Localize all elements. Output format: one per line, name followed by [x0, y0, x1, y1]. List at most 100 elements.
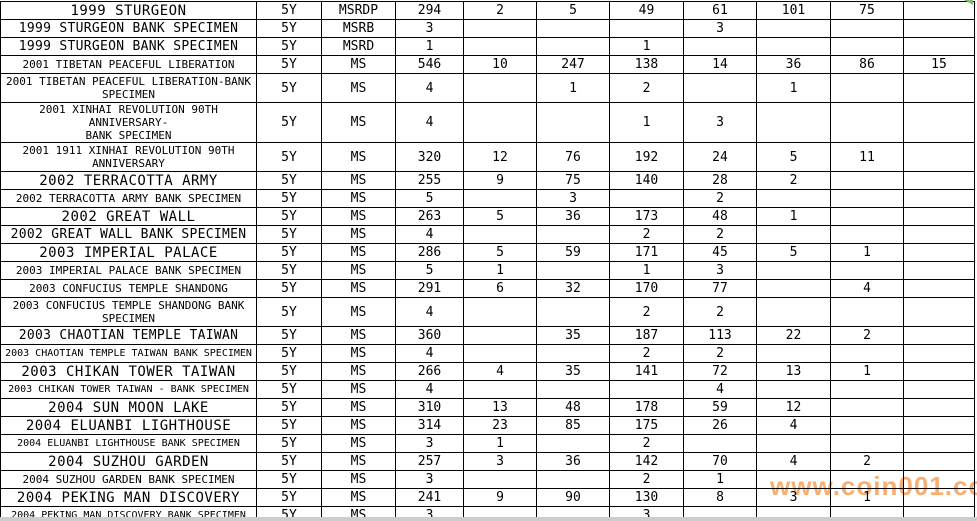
value-cell[interactable]: 546	[395, 55, 464, 74]
value-cell[interactable]	[756, 344, 831, 363]
value-cell[interactable]: 36	[536, 452, 610, 471]
value-cell[interactable]: 4	[395, 225, 464, 244]
denomination-cell[interactable]: 5Y	[256, 344, 322, 363]
coin-name-cell[interactable]: 2003 CHIKAN TOWER TAIWAN	[0, 362, 257, 381]
value-cell[interactable]: 24	[683, 142, 757, 172]
value-cell[interactable]: 26	[683, 416, 757, 435]
coin-name-cell[interactable]: 2004 SUZHOU GARDEN	[0, 452, 257, 471]
grade-prefix-cell[interactable]: MS	[321, 470, 396, 489]
value-cell[interactable]	[536, 434, 610, 453]
value-cell[interactable]: 1	[463, 434, 537, 453]
value-cell[interactable]: 5	[395, 261, 464, 280]
denomination-cell[interactable]: 5Y	[256, 73, 322, 103]
value-cell[interactable]: 130	[609, 488, 684, 507]
value-cell[interactable]: 9	[463, 488, 537, 507]
value-cell[interactable]	[903, 452, 975, 471]
value-cell[interactable]: 1	[536, 73, 610, 103]
coin-name-cell[interactable]: 2001 1911 XINHAI REVOLUTION 90TH ANNIVER…	[0, 142, 257, 172]
denomination-cell[interactable]: 5Y	[256, 171, 322, 190]
value-cell[interactable]	[830, 344, 904, 363]
grade-prefix-cell[interactable]: MS	[321, 207, 396, 226]
value-cell[interactable]: 5	[756, 243, 831, 262]
value-cell[interactable]: 360	[395, 326, 464, 345]
value-cell[interactable]	[903, 19, 975, 38]
value-cell[interactable]: 90	[536, 488, 610, 507]
value-cell[interactable]: 291	[395, 279, 464, 298]
value-cell[interactable]	[536, 297, 610, 327]
value-cell[interactable]: 310	[395, 398, 464, 417]
value-cell[interactable]	[830, 189, 904, 208]
value-cell[interactable]	[903, 434, 975, 453]
grade-prefix-cell[interactable]: MS	[321, 362, 396, 381]
value-cell[interactable]	[830, 434, 904, 453]
value-cell[interactable]: 2	[609, 73, 684, 103]
value-cell[interactable]: 48	[536, 398, 610, 417]
denomination-cell[interactable]: 5Y	[256, 19, 322, 38]
denomination-cell[interactable]: 5Y	[256, 261, 322, 280]
grade-prefix-cell[interactable]: MS	[321, 189, 396, 208]
value-cell[interactable]	[903, 243, 975, 262]
value-cell[interactable]	[609, 19, 684, 38]
grade-prefix-cell[interactable]: MS	[321, 344, 396, 363]
value-cell[interactable]: 2	[609, 344, 684, 363]
grade-prefix-cell[interactable]: MS	[321, 55, 396, 74]
value-cell[interactable]	[830, 380, 904, 399]
grade-prefix-cell[interactable]: MS	[321, 326, 396, 345]
value-cell[interactable]: 14	[683, 55, 757, 74]
value-cell[interactable]	[830, 73, 904, 103]
value-cell[interactable]: 4	[756, 452, 831, 471]
value-cell[interactable]: 5	[463, 207, 537, 226]
coin-name-cell[interactable]: 2002 GREAT WALL	[0, 207, 257, 226]
value-cell[interactable]: 2	[683, 344, 757, 363]
value-cell[interactable]: 10	[463, 55, 537, 74]
grade-prefix-cell[interactable]: MS	[321, 102, 396, 143]
value-cell[interactable]: 13	[463, 398, 537, 417]
value-cell[interactable]: 3	[756, 488, 831, 507]
value-cell[interactable]	[536, 380, 610, 399]
denomination-cell[interactable]: 5Y	[256, 416, 322, 435]
value-cell[interactable]	[903, 142, 975, 172]
value-cell[interactable]	[830, 171, 904, 190]
value-cell[interactable]	[830, 416, 904, 435]
value-cell[interactable]: 2	[609, 470, 684, 489]
value-cell[interactable]	[463, 19, 537, 38]
coin-name-cell[interactable]: 2002 TERRACOTTA ARMY	[0, 171, 257, 190]
value-cell[interactable]	[830, 261, 904, 280]
value-cell[interactable]: 4	[463, 362, 537, 381]
value-cell[interactable]: 70	[683, 452, 757, 471]
value-cell[interactable]	[903, 171, 975, 190]
value-cell[interactable]	[536, 470, 610, 489]
value-cell[interactable]	[903, 297, 975, 327]
value-cell[interactable]: 13	[756, 362, 831, 381]
value-cell[interactable]: 59	[536, 243, 610, 262]
value-cell[interactable]: 1	[463, 261, 537, 280]
value-cell[interactable]: 9	[463, 171, 537, 190]
value-cell[interactable]: 75	[536, 171, 610, 190]
value-cell[interactable]: 3	[683, 102, 757, 143]
value-cell[interactable]: 1	[830, 488, 904, 507]
value-cell[interactable]	[683, 434, 757, 453]
value-cell[interactable]: 4	[830, 279, 904, 298]
value-cell[interactable]: 12	[463, 142, 537, 172]
value-cell[interactable]	[683, 37, 757, 56]
value-cell[interactable]	[756, 380, 831, 399]
grade-prefix-cell[interactable]: MS	[321, 452, 396, 471]
value-cell[interactable]	[830, 102, 904, 143]
value-cell[interactable]	[903, 416, 975, 435]
value-cell[interactable]: 28	[683, 171, 757, 190]
grade-prefix-cell[interactable]: MS	[321, 261, 396, 280]
value-cell[interactable]: 15	[903, 55, 975, 74]
value-cell[interactable]: 76	[536, 142, 610, 172]
coin-name-cell[interactable]: 2004 SUN MOON LAKE	[0, 398, 257, 417]
value-cell[interactable]: 178	[609, 398, 684, 417]
value-cell[interactable]: 4	[395, 102, 464, 143]
value-cell[interactable]: 2	[463, 1, 537, 20]
coin-name-cell[interactable]: 2003 CHAOTIAN TEMPLE TAIWAN	[0, 326, 257, 345]
value-cell[interactable]: 4	[683, 380, 757, 399]
value-cell[interactable]	[903, 73, 975, 103]
value-cell[interactable]: 170	[609, 279, 684, 298]
value-cell[interactable]: 138	[609, 55, 684, 74]
grade-prefix-cell[interactable]: MSRD	[321, 37, 396, 56]
value-cell[interactable]: 294	[395, 1, 464, 20]
value-cell[interactable]: 3	[395, 470, 464, 489]
